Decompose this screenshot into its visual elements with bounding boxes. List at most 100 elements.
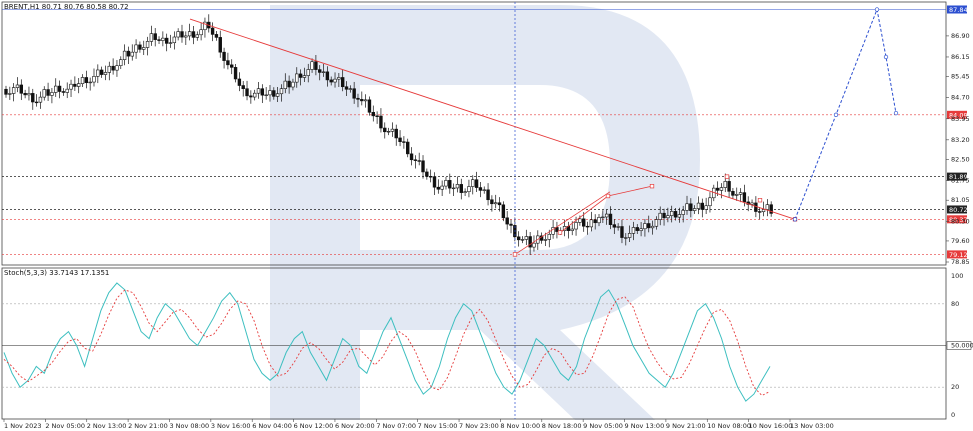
candle-body [757, 211, 762, 213]
x-tick-label: 1 Nov 2023 [4, 422, 42, 430]
x-tick-label: 8 Nov 18:00 [542, 422, 582, 430]
candle-body [750, 202, 754, 205]
symbol-info: BRENT,H1 80.71 80.76 80.58 80.72 [4, 3, 129, 11]
candle-body [318, 69, 322, 73]
candle-body [639, 228, 643, 231]
candle-body [662, 212, 666, 219]
candle-body [727, 181, 731, 192]
candle-body [4, 88, 8, 95]
candle-body [731, 191, 735, 196]
x-tick-label: 7 Nov 23:00 [459, 422, 499, 430]
anchor-point [512, 252, 518, 257]
candle-body [287, 80, 291, 88]
candle-body [406, 141, 410, 155]
candle-body [180, 31, 184, 38]
x-tick-label: 2 Nov 13:00 [87, 422, 127, 430]
candle-body [73, 83, 77, 87]
candle-body [230, 64, 234, 68]
watermark-logo [270, 5, 700, 420]
x-tick-label: 3 Nov 16:00 [211, 422, 251, 430]
candle-body [723, 181, 727, 188]
candle-body [76, 83, 81, 87]
x-tick-label: 10 Nov 08:00 [707, 422, 751, 430]
candle-body [421, 160, 425, 173]
candle-body [111, 65, 115, 71]
y-tick-label: 82.50 [951, 155, 970, 163]
candle-body [486, 189, 490, 201]
candle-body [46, 89, 50, 96]
candle-body [218, 37, 222, 53]
candle-body [673, 211, 678, 218]
candle-body [627, 233, 632, 238]
candle-body [455, 184, 460, 189]
candle-body [761, 209, 766, 213]
x-tick-label: 6 Nov 12:00 [294, 422, 334, 430]
candle-body [226, 60, 230, 66]
candle-body [252, 92, 257, 98]
candle-body [616, 226, 620, 228]
candle-body [700, 202, 705, 210]
price-level-label: 79.12 [949, 251, 968, 259]
candle-body [96, 69, 100, 77]
candle-body [585, 225, 590, 228]
x-tick-label: 2 Nov 05:00 [45, 422, 85, 430]
candle-body [268, 90, 272, 96]
candle-body [578, 218, 582, 223]
candle-body [505, 217, 509, 225]
candle-body [524, 236, 529, 240]
candle-body [329, 79, 333, 83]
candle-body [666, 215, 670, 219]
x-tick-label: 9 Nov 05:00 [583, 422, 623, 430]
candle-body [11, 87, 16, 94]
forecast-point [833, 112, 839, 117]
anchor-point [605, 193, 611, 199]
candle-body [398, 137, 402, 142]
y-tick-label: 83.95 [951, 115, 970, 123]
candle-body [497, 202, 502, 206]
y-tick-label: 81.05 [951, 196, 970, 204]
stoch-level-label: 50.0000 [951, 342, 973, 350]
candle-body [425, 171, 429, 177]
candle-body [386, 130, 391, 133]
candle-body [394, 128, 398, 139]
candle-body [547, 233, 551, 240]
candle-body [168, 42, 173, 44]
candle-body [291, 81, 295, 88]
anchor-point [649, 184, 655, 189]
x-tick-label: 2 Nov 21:00 [128, 422, 168, 430]
candle-body [597, 217, 601, 224]
y-tick-label: 86.90 [951, 32, 970, 40]
candle-body [689, 203, 693, 211]
candle-body [245, 88, 249, 97]
candle-body [562, 226, 567, 231]
candle-body [256, 88, 261, 94]
candle-body [92, 76, 96, 83]
candle-body [448, 180, 452, 189]
y-tick-label: 78.85 [951, 258, 970, 266]
candle-body [237, 78, 242, 86]
candle-body [647, 223, 651, 229]
x-tick-label: 7 Nov 15:00 [418, 422, 458, 430]
candle-body [604, 213, 609, 218]
x-tick-label: 13 Nov 03:00 [790, 422, 834, 430]
candle-body [272, 90, 276, 97]
candle-body [138, 44, 142, 50]
candle-body [80, 77, 85, 84]
candle-body [696, 202, 701, 209]
candle-body [436, 186, 441, 190]
candle-body [103, 72, 108, 75]
candle-body [681, 210, 685, 215]
candle-body [601, 216, 605, 219]
x-tick-label: 3 Nov 08:00 [169, 422, 209, 430]
candle-body [298, 73, 303, 78]
candle-body [184, 35, 188, 38]
candle-body [241, 85, 245, 90]
candle-body [409, 153, 414, 161]
y-tick-label: 84.70 [951, 94, 970, 102]
candle-body [589, 219, 594, 228]
candle-body [708, 197, 712, 207]
y-tick-label: 79.60 [951, 237, 970, 245]
x-tick-label: 6 Nov 04:00 [252, 422, 292, 430]
candle-body [654, 219, 659, 227]
candle-body [195, 34, 199, 38]
